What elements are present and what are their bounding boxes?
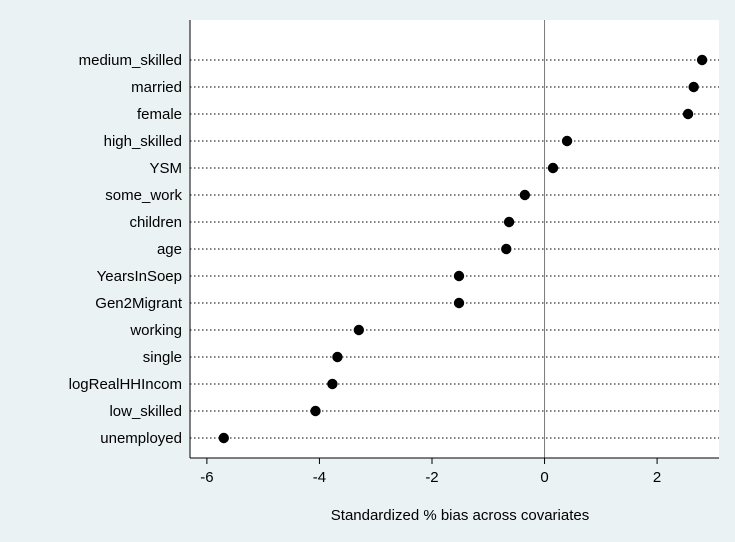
- x-tick-label-0: 0: [540, 469, 548, 486]
- category-label-YSM: YSM: [149, 160, 182, 177]
- category-label-high_skilled: high_skilled: [104, 133, 182, 150]
- data-point-some_work: [519, 189, 531, 201]
- data-point-logRealHHIncom: [327, 378, 338, 390]
- data-point-high_skilled: [561, 135, 573, 147]
- data-point-YSM: [547, 162, 559, 174]
- data-point-married: [688, 81, 699, 93]
- plot-area: [190, 20, 719, 458]
- category-label-some_work: some_work: [105, 187, 182, 204]
- dotted-guides: [190, 59, 719, 439]
- category-label-single: single: [143, 349, 182, 366]
- category-label-children: children: [129, 214, 182, 231]
- data-point-medium_skilled: [696, 54, 708, 66]
- data-point-age: [501, 243, 512, 255]
- data-point-working: [353, 324, 365, 336]
- x-axis-title: Standardized % bias across covariates: [331, 507, 589, 524]
- category-label-female: female: [137, 106, 182, 123]
- data-point-Gen2Migrant: [453, 297, 465, 309]
- x-tick-label-2: 2: [653, 469, 661, 486]
- category-label-YearsInSoep: YearsInSoep: [97, 268, 182, 285]
- category-label-working: working: [129, 322, 182, 339]
- data-point-single: [332, 351, 343, 363]
- data-point-low_skilled: [310, 405, 321, 417]
- category-label-married: married: [131, 79, 182, 96]
- x-tick-label--6: -6: [200, 469, 213, 486]
- x-tick-label--2: -2: [425, 469, 438, 486]
- data-point-children: [503, 216, 515, 228]
- data-point-female: [682, 108, 694, 120]
- data-point-unemployed: [218, 432, 229, 444]
- category-label-unemployed: unemployed: [100, 430, 182, 447]
- data-point-YearsInSoep: [453, 270, 465, 282]
- x-axis-ticks: -6 -4 -2 0 2: [200, 458, 661, 486]
- category-label-medium_skilled: medium_skilled: [79, 52, 182, 69]
- category-label-Gen2Migrant: Gen2Migrant: [95, 295, 183, 312]
- category-label-low_skilled: low_skilled: [109, 403, 182, 420]
- category-label-logRealHHIncom: logRealHHIncom: [69, 376, 182, 393]
- data-points: [218, 54, 708, 444]
- category-label-age: age: [157, 241, 182, 258]
- x-tick-label--4: -4: [313, 469, 326, 486]
